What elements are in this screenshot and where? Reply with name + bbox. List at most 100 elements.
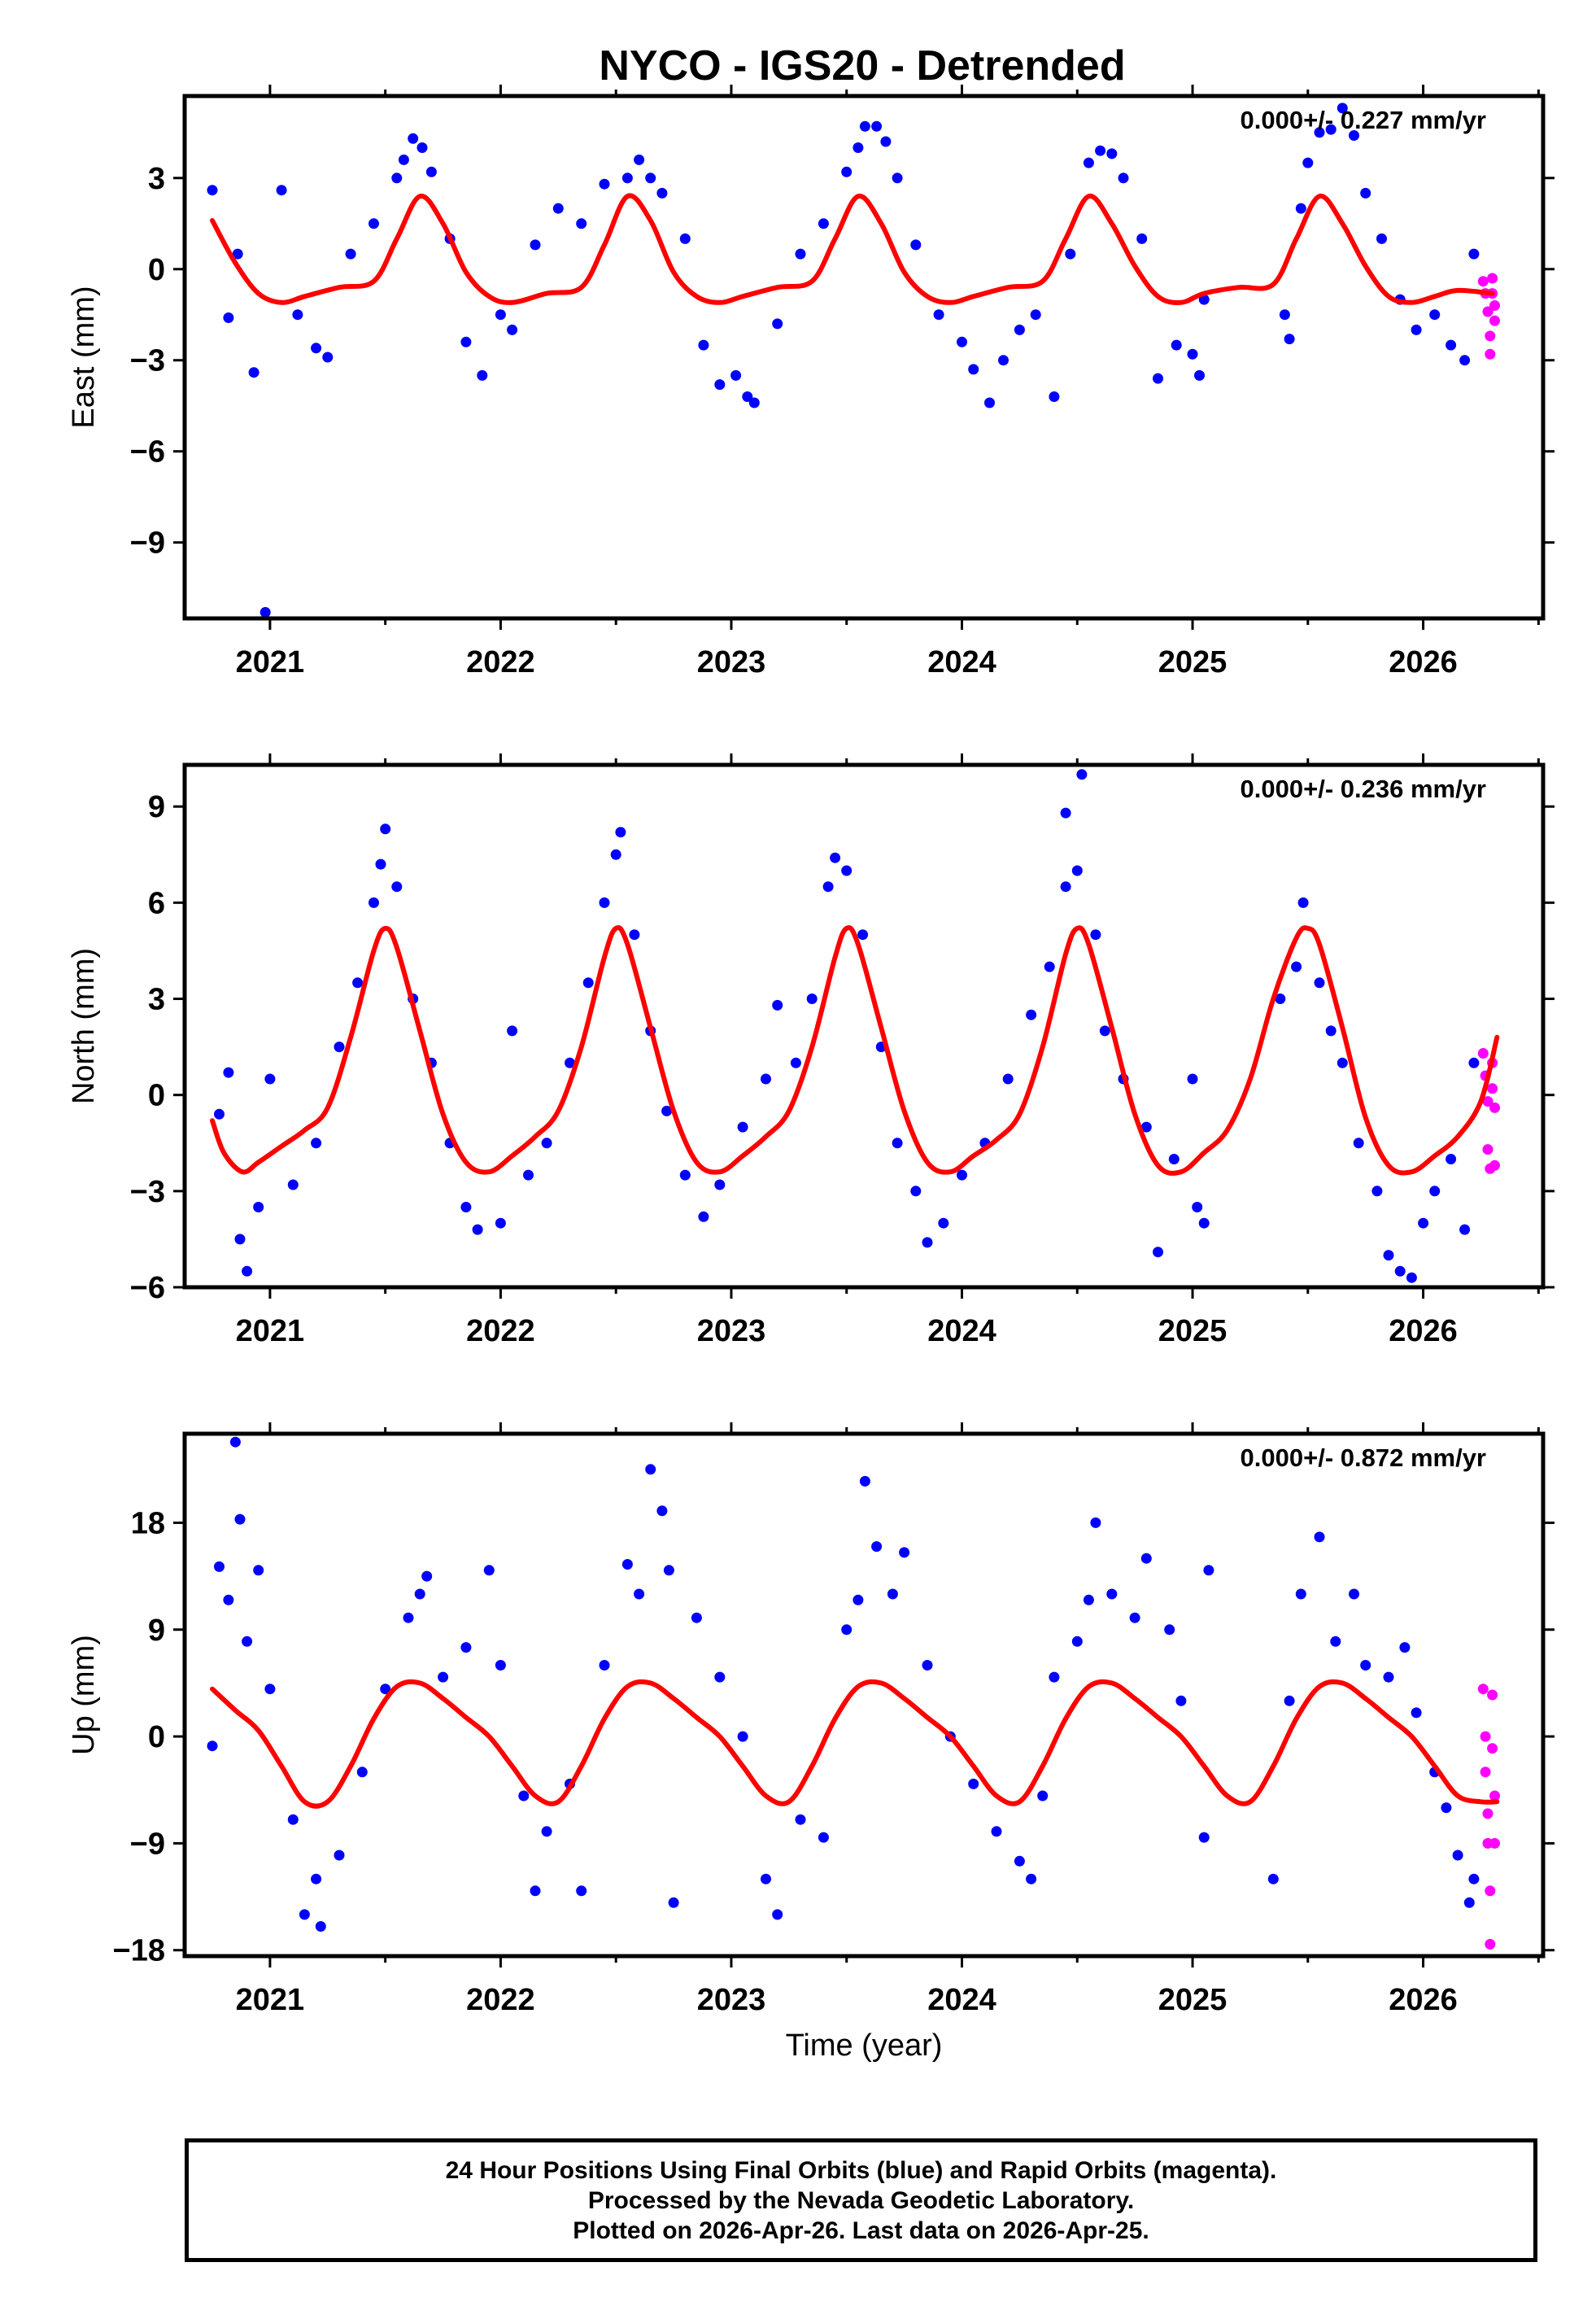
final-orbit-point: [1349, 130, 1359, 141]
final-orbit-point: [1136, 233, 1148, 244]
final-orbit-point: [1118, 173, 1129, 184]
final-orbit-point: [334, 1042, 345, 1053]
final-orbit-point: [483, 1565, 495, 1576]
final-orbit-point: [1279, 309, 1290, 321]
final-orbit-point: [1065, 248, 1076, 260]
rapid-orbit-point: [1482, 1808, 1494, 1819]
final-orbit-point: [334, 1850, 345, 1861]
y-tick-label: −3: [130, 1175, 165, 1209]
final-orbit-point: [565, 1057, 575, 1068]
footer-line-3: Plotted on 2026-Apr-26. Last data on 202…: [573, 2216, 1149, 2244]
final-orbit-point: [1106, 1588, 1118, 1600]
final-orbit-point: [356, 1767, 368, 1778]
final-orbit-point: [1325, 1025, 1337, 1037]
final-orbit-point: [1463, 1897, 1475, 1908]
final-orbit-point: [398, 154, 409, 165]
final-orbit-point: [1044, 961, 1055, 972]
final-orbit-point: [232, 248, 243, 260]
y-tick-label: 6: [148, 886, 165, 920]
x-tick-label: 2023: [697, 1314, 766, 1348]
chart-title: NYCO - IGS20 - Detrended: [599, 42, 1125, 90]
final-orbit-point: [1314, 1531, 1325, 1543]
final-orbit-point: [541, 1138, 552, 1149]
final-orbit-point: [933, 309, 944, 321]
rapid-orbit-point: [1480, 1731, 1491, 1742]
final-orbit-point: [1337, 103, 1348, 114]
final-orbit-point: [761, 1073, 771, 1085]
y-tick-label: −3: [130, 344, 165, 378]
final-orbit-point: [910, 1186, 922, 1197]
final-orbit-point: [264, 1684, 276, 1695]
final-orbit-point: [830, 852, 841, 863]
final-orbit-point: [1429, 1186, 1441, 1197]
final-orbit-point: [748, 397, 760, 408]
final-orbit-point: [859, 1475, 870, 1487]
final-orbit-point: [416, 142, 428, 153]
final-orbit-point: [645, 1464, 656, 1475]
rapid-orbit-point: [1485, 1938, 1496, 1950]
final-orbit-point: [1441, 1802, 1452, 1814]
final-orbit-point: [1468, 1057, 1480, 1068]
y-tick-label: 0: [148, 253, 165, 287]
y-tick-label: 9: [148, 790, 165, 824]
final-orbit-point: [345, 248, 356, 260]
final-orbit-point: [871, 120, 883, 132]
model-fit-curve: [210, 1679, 1500, 1809]
final-orbit-point: [1090, 1517, 1101, 1528]
final-orbit-point: [621, 1559, 633, 1570]
final-orbit-point: [737, 1121, 748, 1133]
final-orbit-point: [822, 881, 834, 893]
final-orbit-point: [1394, 1265, 1406, 1277]
final-orbit-point: [311, 1138, 322, 1149]
final-orbit-point: [477, 369, 488, 381]
final-orbit-point: [910, 239, 922, 251]
final-orbit-point: [1026, 1873, 1037, 1885]
final-orbit-point: [1314, 977, 1325, 989]
final-orbit-point: [253, 1202, 264, 1212]
final-orbit-point: [634, 1588, 645, 1600]
y-tick-label: −9: [130, 1827, 165, 1861]
final-orbit-point: [1049, 1671, 1060, 1683]
final-orbit-point: [259, 607, 271, 618]
final-orbit-point: [853, 142, 864, 153]
rapid-orbit-point: [1489, 300, 1500, 311]
rapid-orbit-point: [1489, 315, 1500, 326]
final-orbit-point: [460, 336, 472, 347]
final-orbit-point: [968, 364, 979, 375]
final-orbit-point: [1468, 1873, 1480, 1885]
final-orbit-point: [818, 218, 829, 229]
final-orbit-point: [322, 352, 334, 363]
x-tick-label: 2021: [236, 645, 305, 679]
final-orbit-point: [207, 185, 218, 196]
final-orbit-point: [1076, 769, 1088, 780]
plot-frame: [182, 1431, 1546, 1959]
final-orbit-point: [523, 1169, 534, 1181]
final-orbit-point: [737, 1731, 748, 1742]
final-orbit-point: [287, 1179, 299, 1190]
final-orbit-point: [1083, 157, 1094, 168]
final-orbit-point: [1060, 807, 1071, 819]
final-orbit-point: [599, 897, 610, 908]
final-orbit-point: [698, 1211, 709, 1222]
final-orbit-point: [645, 173, 656, 184]
final-orbit-point: [1026, 1009, 1037, 1020]
y-tick-label: −6: [130, 435, 165, 469]
final-orbit-point: [1153, 1247, 1163, 1258]
y-tick-label: 9: [148, 1614, 165, 1648]
final-orbit-point: [1360, 1660, 1371, 1671]
y-tick-label: −18: [113, 1934, 165, 1968]
final-orbit-point: [599, 178, 610, 190]
final-orbit-point: [698, 339, 709, 351]
rapid-orbit-point: [1477, 1684, 1489, 1695]
x-tick-label: 2024: [927, 1314, 996, 1348]
y-tick-label: 3: [148, 162, 165, 196]
plot-frame: [182, 94, 1546, 621]
final-orbit-point: [714, 1671, 726, 1683]
final-orbit-point: [871, 1541, 883, 1553]
final-orbit-point: [1175, 1695, 1187, 1706]
rapid-orbit-point: [1489, 1837, 1500, 1849]
rapid-orbit-point: [1482, 1144, 1494, 1155]
final-orbit-point: [795, 1814, 806, 1825]
final-orbit-point: [1360, 187, 1371, 199]
final-orbit-point: [1376, 233, 1387, 244]
